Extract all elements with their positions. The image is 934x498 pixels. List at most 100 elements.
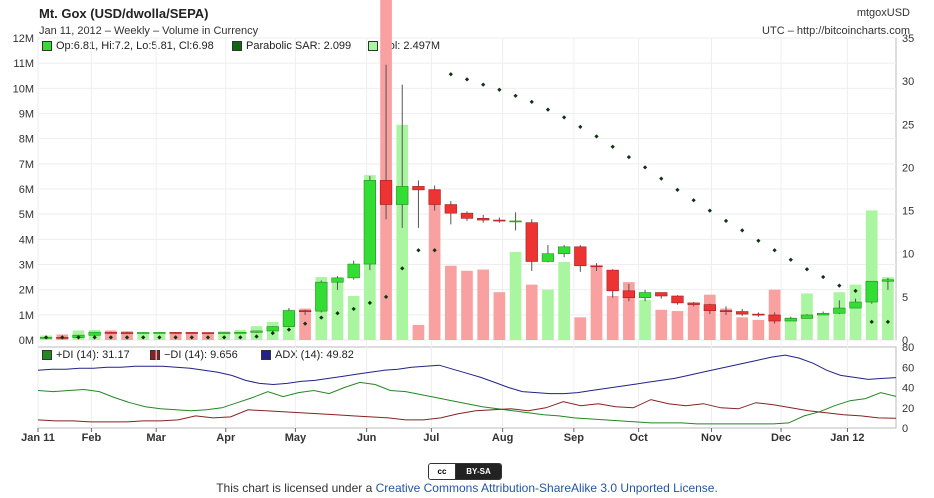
sar-dot <box>642 165 648 170</box>
sar-dot <box>756 238 761 243</box>
license-prefix: This chart is licensed under a <box>216 481 373 495</box>
volume-bar <box>752 319 765 340</box>
sar-dot <box>610 144 615 149</box>
volume-bar <box>493 292 506 340</box>
candle-body <box>137 332 150 334</box>
candle-body <box>655 292 668 297</box>
x-axis-tick-label: May <box>285 432 307 444</box>
volume-bar <box>639 299 651 340</box>
license-text: This chart is licensed under a Creative … <box>0 481 934 495</box>
sar-dot <box>432 248 437 253</box>
volume-bar <box>833 292 846 340</box>
candle-body <box>460 212 474 219</box>
legend-pdi-text: +DI (14): 31.17 <box>56 349 130 361</box>
candle-body <box>266 326 279 332</box>
price-axis-tick-label: 20 <box>902 162 914 174</box>
candle-body <box>379 180 393 205</box>
candle-body <box>282 310 296 327</box>
candle-body <box>331 277 344 283</box>
price-axis-tick-label: 25 <box>902 119 914 131</box>
candle-body <box>736 311 749 315</box>
candle-body <box>849 301 862 309</box>
legend-adx: ADX (14): 49.82 <box>261 349 354 361</box>
volume-axis-tick-label: 3M <box>19 260 34 272</box>
sar-dot <box>367 300 372 306</box>
by-sa-label: BY-SA <box>456 464 501 479</box>
candle-body <box>477 218 490 221</box>
sar-dot <box>416 248 421 253</box>
candle-body <box>638 292 652 299</box>
ohlc-swatch <box>42 41 52 51</box>
sar-dot <box>205 335 211 340</box>
candle-body <box>833 307 846 314</box>
adx-swatch <box>261 350 271 360</box>
license-link[interactable]: Creative Commons Attribution-ShareAlike … <box>375 481 718 495</box>
candle-body <box>784 318 797 322</box>
indicator-axis-tick-label: 20 <box>902 403 914 415</box>
x-axis-tick-label: Jun <box>357 432 377 444</box>
x-axis-tick-label: Jan 12 <box>830 432 864 444</box>
candle-body <box>298 310 312 312</box>
volume-bar <box>882 277 894 340</box>
sar-dot <box>222 335 227 340</box>
sar-dot <box>821 274 826 280</box>
candle-body <box>752 313 765 316</box>
volume-bar <box>574 317 587 340</box>
sar-dot <box>545 107 551 112</box>
sar-dot <box>173 335 178 340</box>
volume-bar <box>509 251 522 340</box>
indicator-axis-tick-label: 0 <box>902 423 908 435</box>
candle-body <box>153 332 166 334</box>
candle-body <box>574 246 587 267</box>
candle-body <box>800 314 814 319</box>
sar-dot <box>481 82 486 87</box>
sar-dot <box>448 72 453 77</box>
volume-bar <box>542 289 554 340</box>
x-axis-tick-label: Dec <box>771 432 791 444</box>
sar-dot <box>853 288 858 293</box>
sar-dot <box>286 327 292 332</box>
price-axis-tick-label: 30 <box>902 76 914 88</box>
candle-body <box>104 332 117 334</box>
volume-bar <box>461 270 473 340</box>
legend-ohlc: Op:6.81, Hi:7.2, Lo:5.81, Cl:6.98 <box>42 40 214 52</box>
sar-dot <box>885 319 891 325</box>
x-axis-tick-label: Jul <box>423 432 439 444</box>
volume-axis-tick-label: 2M <box>19 285 34 297</box>
legend-adx-text: ADX (14): 49.82 <box>275 349 354 361</box>
sar-dot <box>270 330 275 336</box>
candle-body <box>622 290 636 299</box>
volume-axis-tick-label: 4M <box>19 234 34 246</box>
legend-mdi-text: −DI (14): 9.656 <box>164 349 238 361</box>
sar-dot <box>351 306 356 312</box>
volume-bar <box>477 269 490 340</box>
candle-body <box>719 310 733 312</box>
volume-axis-tick-label: 11M <box>13 58 34 70</box>
candle-body <box>363 180 376 265</box>
volume-bar <box>347 295 360 340</box>
volume-axis-tick-label: 6M <box>19 184 34 196</box>
sar-dot <box>383 294 389 299</box>
volume-bar <box>736 317 749 340</box>
cc-license-badge[interactable]: cc BY-SA <box>428 463 502 480</box>
pdi-line <box>37 381 897 425</box>
candle-body <box>493 219 506 222</box>
pdi-swatch <box>42 350 52 360</box>
volume-bar <box>655 309 668 340</box>
adx-line <box>37 354 897 395</box>
x-axis-tick-label: Apr <box>216 432 236 444</box>
volume-axis-tick-label: 7M <box>19 159 34 171</box>
x-axis-tick-label: Oct <box>629 432 648 444</box>
indicator-panel-frame <box>37 346 897 429</box>
price-axis-tick-label: 15 <box>902 206 914 218</box>
indicator-axis-tick-label: 80 <box>902 342 914 354</box>
candle-body <box>703 304 716 311</box>
x-axis-tick-label: Nov <box>701 432 723 444</box>
volume-bar <box>234 329 247 340</box>
sar-dot <box>707 208 712 213</box>
volume-axis-tick-label: 10M <box>13 83 34 95</box>
candle-body <box>817 312 830 316</box>
vol-swatch <box>368 41 378 51</box>
x-axis-tick-label: Jan 11 <box>21 432 55 444</box>
candle-body <box>396 186 409 205</box>
